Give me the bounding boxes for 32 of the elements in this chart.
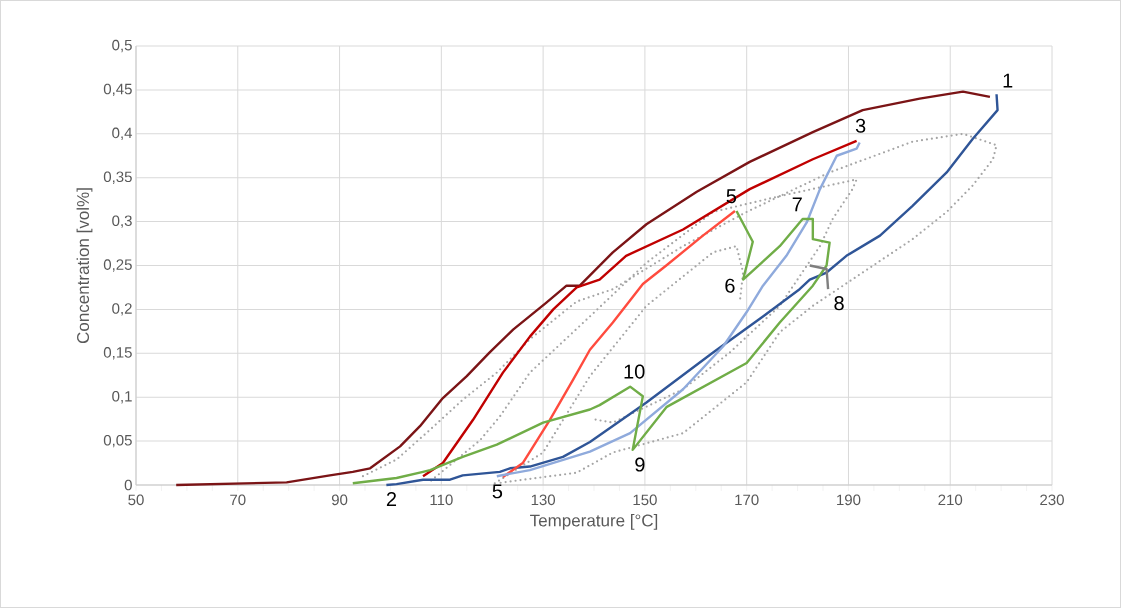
annotation: 8 xyxy=(834,296,844,311)
annotation: 3 xyxy=(855,118,866,133)
x-tick-label: 70 xyxy=(230,494,246,506)
y-tick-label: 0,4 xyxy=(112,127,133,140)
annotation: 7 xyxy=(792,197,802,212)
x-axis-title: Temperature [°C] xyxy=(530,514,658,530)
x-tick-label: 230 xyxy=(1040,494,1064,506)
y-tick-label: 0,35 xyxy=(103,171,132,184)
annotation: 10 xyxy=(624,364,645,379)
y-tick-label: 0,5 xyxy=(112,39,132,53)
y-tick-label: 0 xyxy=(124,479,132,491)
y-tick-label: 0,15 xyxy=(103,347,132,360)
annotation: 1 xyxy=(1003,73,1013,88)
x-tick-label: 210 xyxy=(938,494,963,506)
y-tick-label: 0,25 xyxy=(103,259,132,272)
x-tick-label: 50 xyxy=(128,494,144,506)
x-tick-label: 130 xyxy=(531,494,556,506)
annotation: 6 xyxy=(725,278,735,293)
annotation: 5 xyxy=(492,484,503,499)
y-tick-label: 0,3 xyxy=(112,215,132,228)
x-tick-label: 190 xyxy=(837,494,861,506)
y-tick-label: 0,1 xyxy=(112,391,132,404)
annotation: 2 xyxy=(386,492,397,506)
x-tick-label: 90 xyxy=(331,494,348,506)
annotation: 9 xyxy=(635,457,645,472)
y-tick-label: 0,2 xyxy=(112,303,132,316)
y-tick-label: 0,05 xyxy=(103,434,132,448)
x-tick-label: 170 xyxy=(735,494,759,506)
x-tick-label: 150 xyxy=(633,494,657,506)
y-axis-title: Concentration [vol%] xyxy=(76,188,93,344)
x-tick-label: 110 xyxy=(430,494,453,506)
y-tick-label: 0,45 xyxy=(103,83,132,97)
